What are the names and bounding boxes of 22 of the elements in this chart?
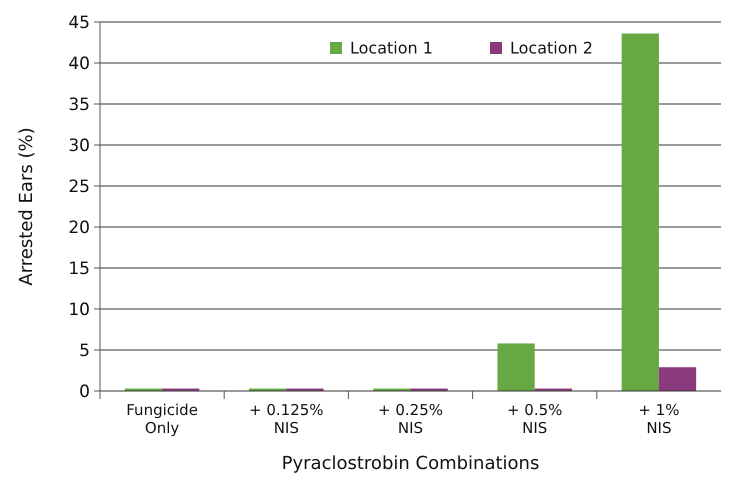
legend-label: Location 2: [510, 38, 593, 58]
y-tick-label: 0: [79, 382, 90, 402]
y-tick-label: 5: [79, 340, 90, 361]
legend-label: Location 1: [350, 38, 433, 58]
y-tick-label: 40: [68, 54, 90, 74]
y-tick-label: 30: [68, 136, 90, 156]
y-tick-label: 20: [68, 218, 90, 238]
y-tick-label: 25: [68, 176, 90, 197]
y-tick-label: 15: [68, 258, 90, 279]
x-tick-label: + 0.5% NIS: [506, 401, 562, 437]
x-tick-label: + 0.125% NIS: [249, 401, 324, 437]
bar: [497, 343, 535, 391]
bar: [658, 367, 696, 391]
x-axis-title: Pyraclostrobin Combinations: [282, 453, 540, 474]
y-axis-title: Arrested Ears (%): [16, 127, 37, 286]
x-tick-label: Fungicide Only: [126, 401, 198, 437]
bar: [622, 33, 659, 391]
y-tick-label: 45: [68, 12, 90, 33]
y-tick-label: 35: [68, 94, 90, 115]
x-tick-label: + 1% NIS: [638, 401, 680, 437]
x-tick-label: + 0.25% NIS: [378, 401, 443, 437]
y-tick-label: 10: [68, 300, 90, 320]
